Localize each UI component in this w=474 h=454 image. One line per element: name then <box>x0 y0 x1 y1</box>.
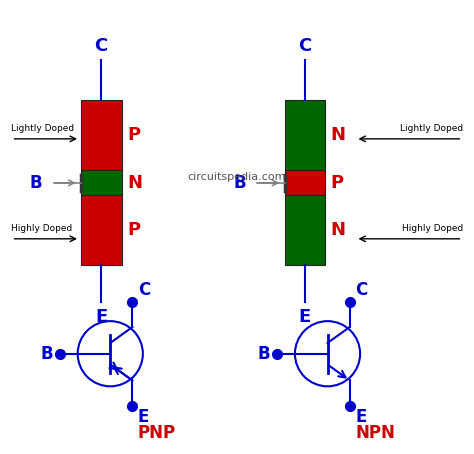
Text: N: N <box>331 126 346 144</box>
Bar <box>284 170 325 195</box>
Text: C: C <box>138 281 150 299</box>
Text: circuitspedia.com: circuitspedia.com <box>188 172 286 182</box>
Text: P: P <box>127 222 140 239</box>
Text: E: E <box>138 408 149 426</box>
Text: N: N <box>331 222 346 239</box>
Text: Lightly Doped: Lightly Doped <box>11 124 74 133</box>
Bar <box>284 195 325 266</box>
Bar <box>81 195 122 266</box>
Bar <box>284 100 325 170</box>
Text: E: E <box>355 408 366 426</box>
Text: P: P <box>127 126 140 144</box>
Text: B: B <box>233 174 246 192</box>
Text: C: C <box>298 37 311 55</box>
Text: N: N <box>127 174 142 192</box>
Text: E: E <box>299 308 311 326</box>
Text: Highly Doped: Highly Doped <box>11 224 72 233</box>
Bar <box>81 100 122 170</box>
Text: Highly Doped: Highly Doped <box>402 224 463 233</box>
Bar <box>81 170 122 195</box>
Text: E: E <box>95 308 107 326</box>
Text: P: P <box>331 174 344 192</box>
Text: NPN: NPN <box>355 424 395 442</box>
Text: C: C <box>355 281 367 299</box>
Text: PNP: PNP <box>138 424 176 442</box>
Text: Lightly Doped: Lightly Doped <box>400 124 463 133</box>
Text: B: B <box>40 345 53 363</box>
Text: C: C <box>95 37 108 55</box>
Text: B: B <box>257 345 270 363</box>
Text: B: B <box>30 174 42 192</box>
